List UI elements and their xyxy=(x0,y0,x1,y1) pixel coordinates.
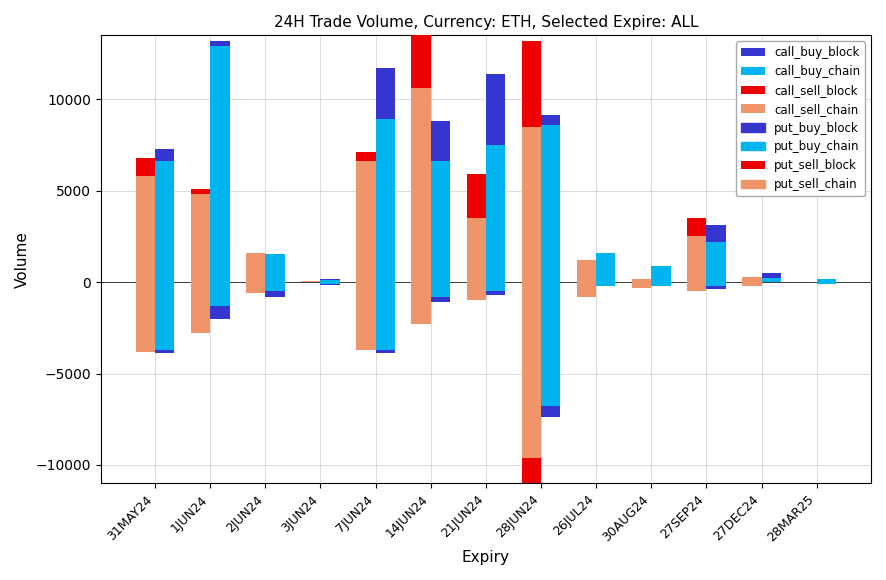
Bar xyxy=(486,291,505,295)
Bar xyxy=(486,282,505,291)
Bar xyxy=(522,282,541,458)
Bar xyxy=(522,127,541,282)
Bar xyxy=(265,282,284,291)
Bar xyxy=(411,15,431,88)
Bar xyxy=(356,153,376,161)
Title: 24H Trade Volume, Currency: ETH, Selected Expire: ALL: 24H Trade Volume, Currency: ETH, Selecte… xyxy=(274,15,698,30)
Bar xyxy=(651,266,671,282)
Bar xyxy=(688,237,706,282)
Bar xyxy=(155,148,175,161)
Bar xyxy=(541,115,560,125)
Bar xyxy=(651,282,671,286)
Bar xyxy=(742,277,762,282)
Bar xyxy=(467,282,486,300)
Bar xyxy=(467,218,486,282)
Bar xyxy=(136,158,155,176)
Bar xyxy=(136,282,155,351)
Bar xyxy=(265,254,284,282)
Bar xyxy=(356,282,376,350)
Bar xyxy=(706,282,726,286)
X-axis label: Expiry: Expiry xyxy=(462,550,509,565)
Bar xyxy=(762,273,781,278)
Bar xyxy=(577,282,596,297)
Bar xyxy=(190,282,210,334)
Bar xyxy=(155,161,175,282)
Bar xyxy=(136,176,155,282)
Bar xyxy=(155,282,175,350)
Bar xyxy=(486,145,505,282)
Bar xyxy=(486,74,505,145)
Bar xyxy=(706,286,726,289)
Bar xyxy=(688,282,706,291)
Bar xyxy=(411,88,431,282)
Bar xyxy=(762,278,781,282)
Bar xyxy=(376,119,395,282)
Bar xyxy=(688,218,706,237)
Bar xyxy=(321,280,340,282)
Bar xyxy=(411,282,431,324)
Bar xyxy=(817,280,836,282)
Bar xyxy=(210,46,229,282)
Bar xyxy=(817,282,836,284)
Bar xyxy=(376,68,395,119)
Bar xyxy=(190,189,210,194)
Bar xyxy=(356,161,376,282)
Bar xyxy=(596,282,616,286)
Bar xyxy=(431,121,450,161)
Bar xyxy=(210,41,229,46)
Bar xyxy=(596,253,616,282)
Bar xyxy=(541,407,560,418)
Bar xyxy=(155,350,175,353)
Bar xyxy=(321,284,340,285)
Bar xyxy=(246,282,265,293)
Bar xyxy=(706,226,726,242)
Bar xyxy=(541,125,560,282)
Bar xyxy=(431,282,450,297)
Bar xyxy=(210,306,229,319)
Bar xyxy=(301,281,321,282)
Bar xyxy=(321,282,340,284)
Bar xyxy=(246,253,265,282)
Bar xyxy=(431,161,450,282)
Bar xyxy=(706,242,726,282)
Bar xyxy=(265,291,284,297)
Bar xyxy=(522,41,541,127)
Bar xyxy=(577,260,596,282)
Bar xyxy=(742,282,762,286)
Bar xyxy=(467,174,486,218)
Legend: call_buy_block, call_buy_chain, call_sell_block, call_sell_chain, put_buy_block,: call_buy_block, call_buy_chain, call_sel… xyxy=(736,41,865,196)
Bar xyxy=(210,282,229,306)
Bar xyxy=(632,282,651,288)
Bar xyxy=(632,278,651,282)
Bar xyxy=(190,194,210,282)
Bar xyxy=(376,350,395,353)
Bar xyxy=(431,297,450,302)
Y-axis label: Volume: Volume xyxy=(15,231,30,288)
Bar xyxy=(376,282,395,350)
Bar xyxy=(541,282,560,407)
Bar xyxy=(522,458,541,554)
